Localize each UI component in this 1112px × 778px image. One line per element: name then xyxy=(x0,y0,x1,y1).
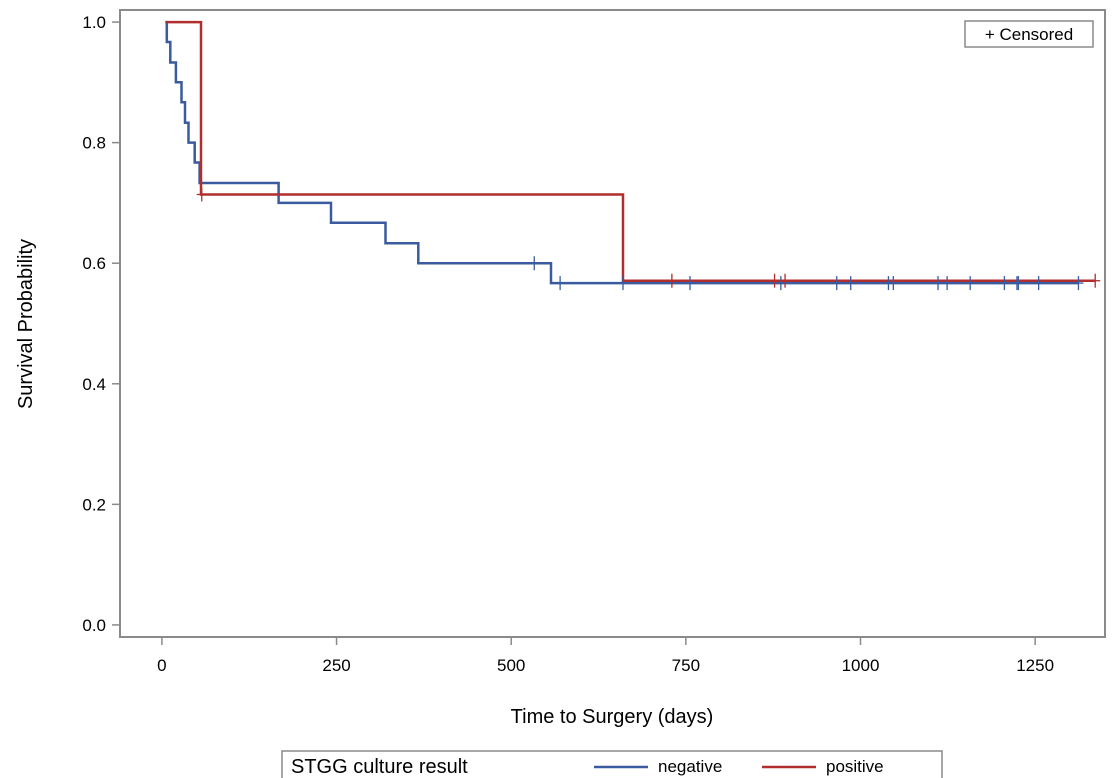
censored-legend: + Censored xyxy=(964,20,1094,48)
legend-label-positive: positive xyxy=(826,757,884,776)
censor-markers xyxy=(196,187,1101,291)
series-legend: STGG culture result negative positive xyxy=(281,750,943,778)
censor-mark-negative xyxy=(845,276,856,291)
y-tick-label: 0.0 xyxy=(82,616,106,635)
x-tick-label: 0 xyxy=(157,656,166,675)
legend-label-negative: negative xyxy=(658,757,722,776)
x-tick-label: 750 xyxy=(672,656,700,675)
censor-mark-negative xyxy=(1013,276,1024,291)
x-axis-title: Time to Surgery (days) xyxy=(511,706,714,728)
y-tick-label: 0.2 xyxy=(82,495,106,514)
censor-mark-negative xyxy=(888,276,899,291)
censored-legend-label: + Censored xyxy=(985,25,1073,44)
censor-mark-negative xyxy=(555,276,566,291)
x-tick-label: 250 xyxy=(322,656,350,675)
censor-mark-negative xyxy=(617,276,628,291)
x-tick-label: 500 xyxy=(497,656,525,675)
x-tick-label: 1250 xyxy=(1016,656,1054,675)
legend-title: STGG culture result xyxy=(291,756,468,778)
censored-legend-box xyxy=(964,20,1094,48)
plot-frame xyxy=(119,9,1106,638)
censor-mark-negative xyxy=(685,276,696,291)
censor-mark-positive xyxy=(780,273,791,288)
censor-mark-negative xyxy=(999,276,1010,291)
y-axis-title: Survival Probability xyxy=(15,239,37,409)
censor-mark-negative xyxy=(942,276,953,291)
y-tick-label: 0.8 xyxy=(82,134,106,153)
y-tick-label: 0.6 xyxy=(82,254,106,273)
y-tick-label: 0.4 xyxy=(82,375,106,394)
censor-mark-positive xyxy=(196,187,207,202)
y-tick-label: 1.0 xyxy=(82,13,106,32)
censor-mark-positive xyxy=(769,273,780,288)
series-layer xyxy=(165,20,1096,285)
censor-mark-positive xyxy=(1090,273,1101,288)
censor-mark-negative xyxy=(775,276,786,291)
axis-ticks: 0 250 500 750 1000 1250 0.0 0.2 0.4 0.6 0.8 1.0 xyxy=(82,13,1054,675)
censor-mark-negative xyxy=(933,276,944,291)
censor-mark-negative xyxy=(1073,276,1084,291)
series-line-positive xyxy=(165,20,1096,282)
series-line-negative xyxy=(165,20,1079,285)
censor-mark-negative xyxy=(529,256,540,271)
x-tick-label: 1000 xyxy=(842,656,880,675)
censor-mark-negative xyxy=(1033,276,1044,291)
series-legend-box xyxy=(281,750,943,778)
censor-mark-negative xyxy=(831,276,842,291)
censor-mark-negative xyxy=(965,276,976,291)
censor-mark-positive xyxy=(666,273,677,288)
